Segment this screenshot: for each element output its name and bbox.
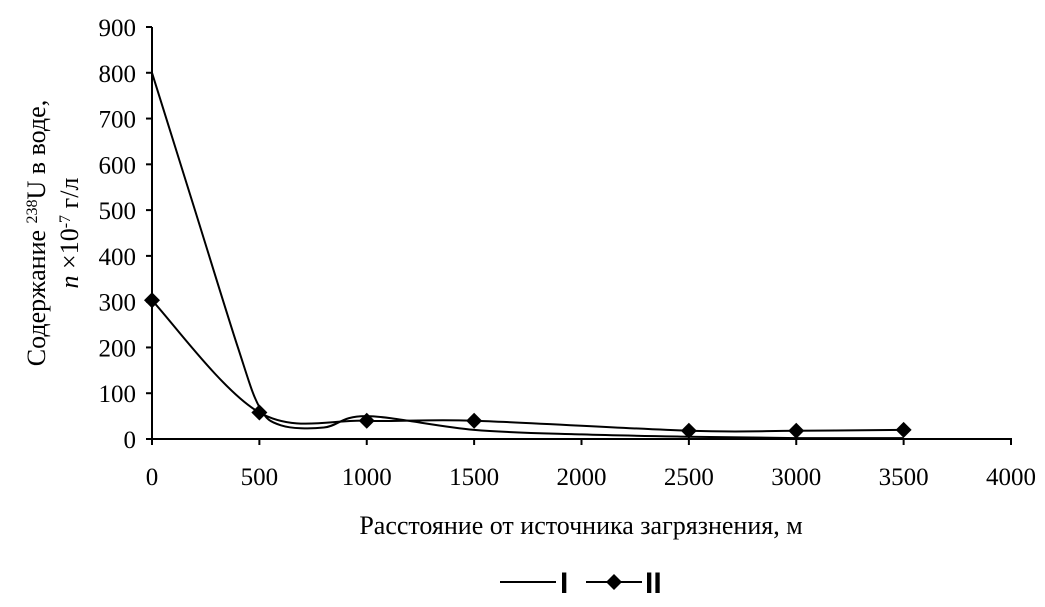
x-tick-label: 0 xyxy=(146,464,159,491)
y-tick-label: 0 xyxy=(124,427,137,454)
y-tick-label: 900 xyxy=(99,15,137,42)
legend: I II xyxy=(500,567,662,600)
svg-text:n ×10-7 г/л: n ×10-7 г/л xyxy=(55,178,84,289)
series-2-point xyxy=(251,404,268,421)
svg-text:Содержание 238U в воде,: Содержание 238U в воде, xyxy=(22,100,51,366)
series-2-point xyxy=(358,412,375,429)
y-axis-unit-suffix: г/л xyxy=(55,178,84,215)
y-tick-label: 700 xyxy=(99,107,137,134)
series-2-point xyxy=(788,422,805,439)
y-tick-label: 200 xyxy=(99,335,137,362)
series-layer xyxy=(144,72,912,440)
series-2-point xyxy=(680,422,697,439)
legend-marker-diamond-icon xyxy=(606,574,622,590)
legend-label-series-1: I xyxy=(560,567,568,600)
y-ticks: 0 100 200 300 400 500 600 700 800 900 xyxy=(99,15,152,454)
series-1-line xyxy=(151,72,904,440)
x-tick-label: 2500 xyxy=(664,464,714,491)
y-tick-label: 400 xyxy=(99,244,137,271)
y-tick-label: 300 xyxy=(99,290,137,317)
x-tick-label: 4000 xyxy=(986,464,1036,491)
y-tick-label: 600 xyxy=(99,152,137,179)
x-tick-label: 3500 xyxy=(879,464,929,491)
y-axis-unit-mult: ×10 xyxy=(55,228,84,275)
y-axis-title-prefix: Содержание xyxy=(22,223,51,366)
y-axis-title: Содержание 238U в воде, n ×10-7 г/л xyxy=(22,100,84,366)
series-2-point xyxy=(466,412,483,429)
y-axis-unit-exp: -7 xyxy=(57,215,74,228)
y-tick-label: 800 xyxy=(99,61,137,88)
y-axis-title-suffix: U в воде, xyxy=(22,100,51,200)
series-2-point xyxy=(144,292,160,309)
y-tick-label: 500 xyxy=(99,198,137,225)
x-axis-title: Расстояние от источника загрязнения, м xyxy=(359,511,802,540)
axes xyxy=(151,27,1012,440)
y-tick-label: 100 xyxy=(99,381,137,408)
x-tick-label: 1500 xyxy=(449,464,499,491)
x-tick-label: 1000 xyxy=(342,464,392,491)
x-tick-label: 3000 xyxy=(771,464,821,491)
y-axis-unit-n: n xyxy=(55,275,84,288)
x-ticks: 0 500 1000 1500 2000 2500 3000 3500 4000 xyxy=(146,439,1036,491)
x-tick-label: 500 xyxy=(241,464,279,491)
legend-label-series-2: II xyxy=(645,567,662,600)
legend-item-series-2: II xyxy=(586,567,662,600)
legend-item-series-1: I xyxy=(500,567,568,600)
series-2-point xyxy=(895,421,912,438)
x-tick-label: 2000 xyxy=(557,464,607,491)
y-axis-title-isotope: 238 xyxy=(24,199,41,223)
